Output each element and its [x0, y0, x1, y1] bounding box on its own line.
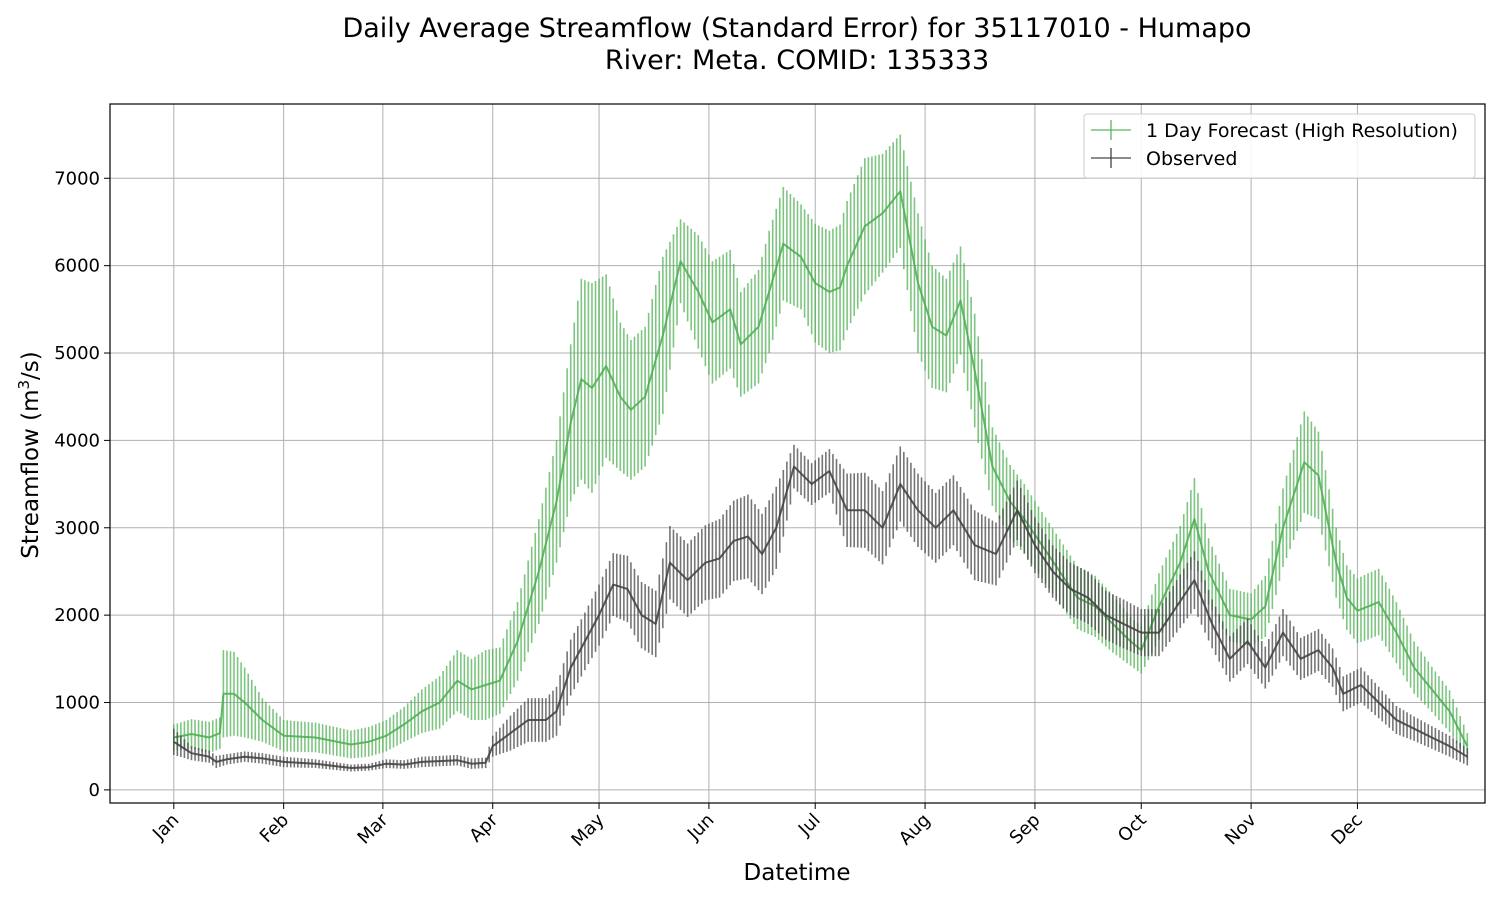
x-tick-label: May [567, 809, 608, 850]
x-tick-label: Jun [683, 810, 718, 845]
y-tick-label: 4000 [54, 430, 100, 451]
forecast-line [173, 190, 1469, 747]
x-tick-label: Apr [465, 809, 502, 846]
x-tick-label: Jan [148, 810, 183, 845]
plot-frame [109, 103, 1486, 804]
y-axis-label: Streamflow (m3/s) [15, 351, 44, 559]
x-tick-label: Oct [1114, 810, 1151, 847]
observed-line [173, 465, 1468, 769]
y-tick-label: 6000 [54, 256, 100, 277]
x-tick-label: Dec [1327, 810, 1366, 849]
x-tick-label: Sep [1006, 810, 1045, 849]
legend-observed-marker [1091, 148, 1131, 168]
y-tick-label: 1000 [54, 693, 100, 714]
x-tick-label: Jul [794, 810, 825, 841]
legend-forecast-marker [1091, 120, 1131, 140]
legend-box [1083, 113, 1476, 179]
y-tick-label: 7000 [54, 168, 100, 189]
legend: 1 Day Forecast (High Resolution) Observe… [1083, 113, 1476, 179]
observed-series [172, 444, 1469, 772]
y-tick-label: 5000 [54, 343, 100, 364]
x-tick-label: Nov [1221, 809, 1261, 849]
y-axis-label-sup: 3 [15, 380, 33, 390]
chart-title-line2: River: Meta. COMID: 135333 [605, 45, 989, 76]
legend-forecast-label: 1 Day Forecast (High Resolution) [1146, 120, 1458, 142]
legend-observed-label: Observed [1146, 148, 1237, 170]
chart-title-line1: Daily Average Streamflow (Standard Error… [342, 13, 1251, 44]
y-tick-label: 3000 [54, 518, 100, 539]
y-axis-label-main: Streamflow (m [18, 389, 44, 558]
forecast-series [172, 134, 1469, 760]
x-tick-label: Mar [354, 809, 393, 848]
y-tick-label: 2000 [54, 605, 100, 626]
x-tick-label: Feb [256, 810, 293, 847]
y-tick-label: 0 [89, 780, 100, 801]
x-tick-label: Aug [895, 810, 935, 850]
y-axis-label-tail: /s) [18, 351, 44, 380]
x-axis-ticks: Jan Feb Mar Apr May Jun Jul Aug Sep Oct Nov Dec [148, 803, 1367, 851]
x-axis-label: Datetime [744, 860, 851, 886]
y-axis-ticks: 0 1000 2000 3000 4000 5000 6000 7000 [54, 168, 110, 801]
